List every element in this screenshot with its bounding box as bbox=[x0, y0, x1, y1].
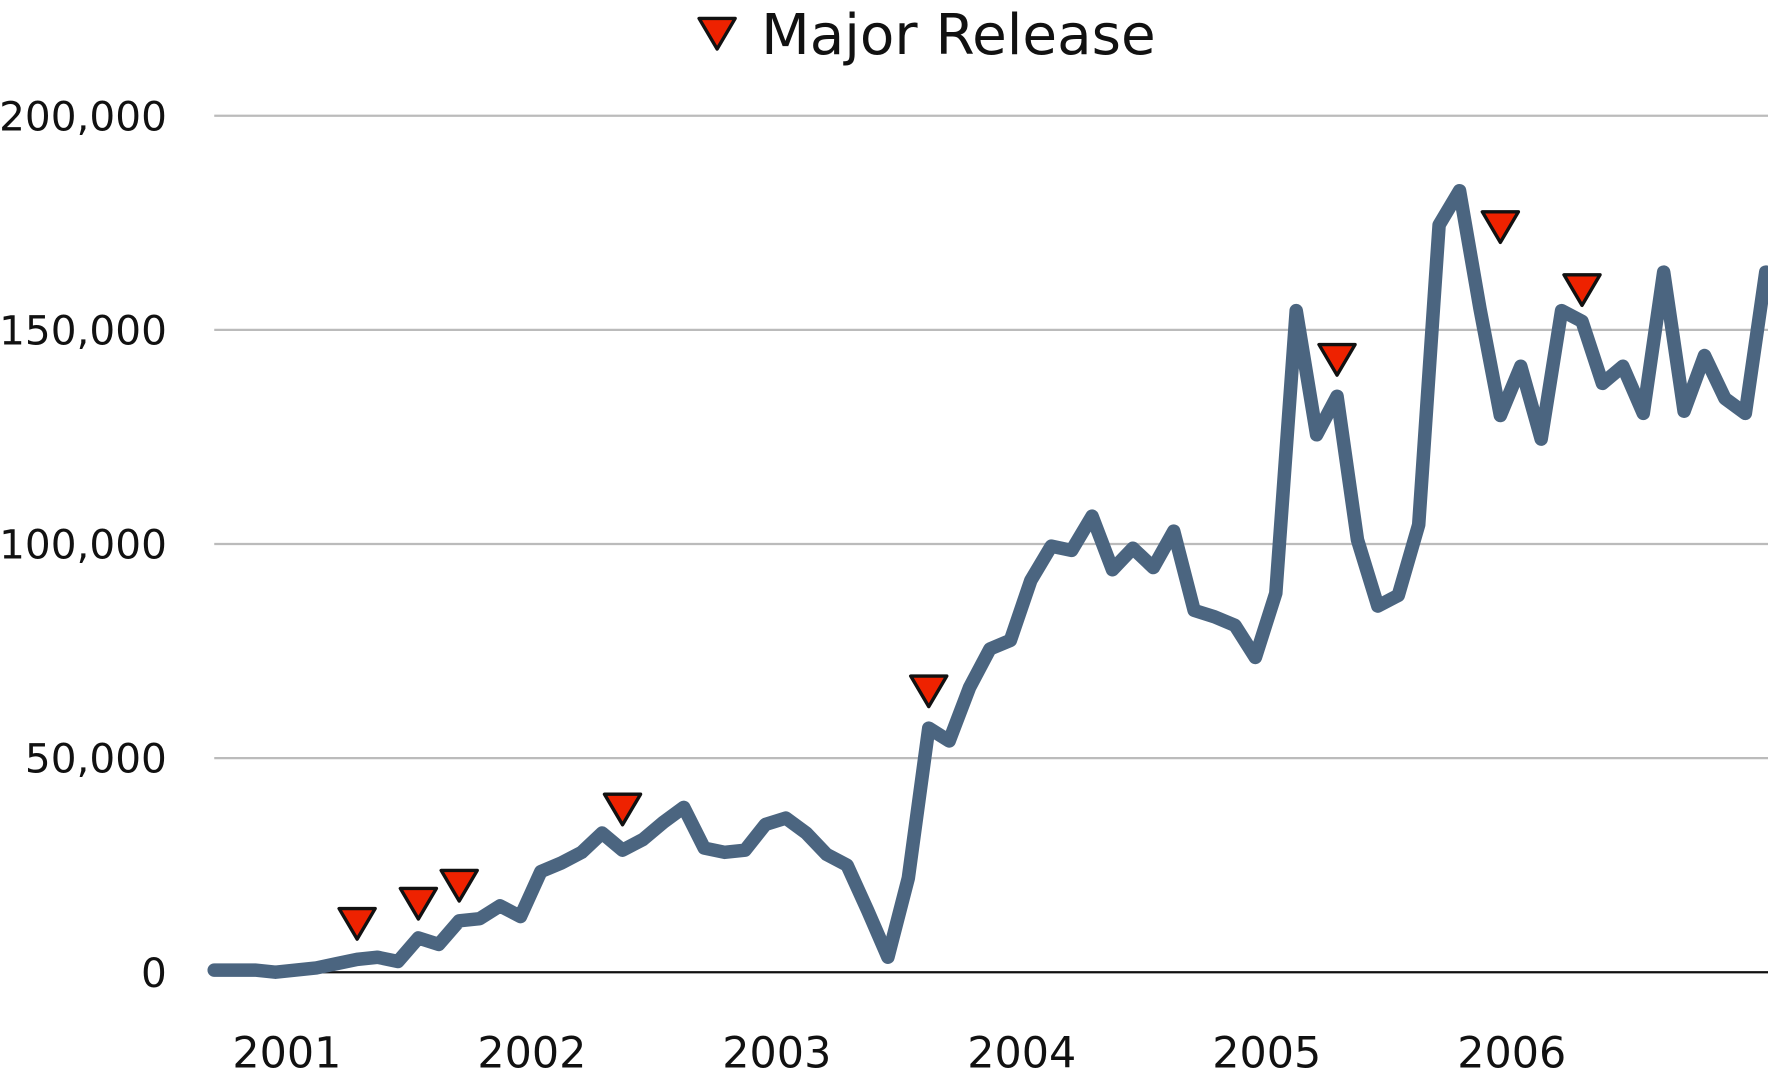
release-marker bbox=[1480, 210, 1521, 245]
release-marker bbox=[398, 886, 439, 921]
x-tick-label: 2004 bbox=[967, 1029, 1076, 1079]
release-marker bbox=[337, 906, 377, 941]
y-tick-label: 50,000 bbox=[25, 735, 167, 783]
release-marker bbox=[1317, 342, 1357, 377]
x-tick-label: 2001 bbox=[232, 1029, 341, 1079]
x-tick-label: 2005 bbox=[1212, 1029, 1321, 1079]
x-tick-label: 2003 bbox=[722, 1029, 831, 1079]
x-tick-label: 2006 bbox=[1457, 1029, 1566, 1079]
legend-marker bbox=[697, 16, 737, 51]
legend-label: Major Release bbox=[761, 3, 1156, 68]
x-tick-label: 2002 bbox=[477, 1029, 586, 1079]
y-tick-label: 100,000 bbox=[0, 521, 167, 569]
release-marker bbox=[602, 792, 643, 827]
line-series bbox=[207, 183, 1768, 979]
release-marker bbox=[439, 868, 479, 903]
release-marker bbox=[909, 674, 949, 709]
y-tick-label: 0 bbox=[141, 949, 167, 997]
y-tick-label: 200,000 bbox=[0, 92, 167, 140]
y-tick-label: 150,000 bbox=[0, 307, 167, 355]
release-marker bbox=[1562, 273, 1602, 308]
